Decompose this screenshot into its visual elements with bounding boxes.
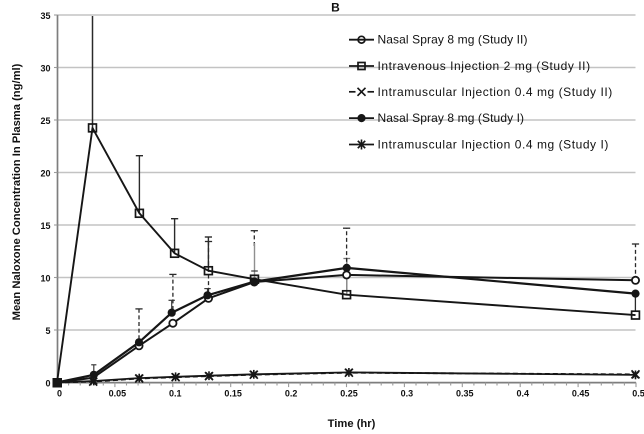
svg-text:0.15: 0.15	[224, 389, 242, 399]
svg-text:0: 0	[45, 379, 50, 389]
svg-text:0.3: 0.3	[401, 389, 414, 399]
svg-text:25: 25	[40, 116, 50, 126]
svg-text:0: 0	[57, 389, 62, 399]
svg-text:0.5: 0.5	[632, 389, 644, 399]
svg-text:30: 30	[40, 64, 50, 74]
svg-text:Mean Naloxone Concentration In: Mean Naloxone Concentration In Plasma (n…	[11, 63, 23, 320]
svg-text:0.4: 0.4	[516, 389, 529, 399]
svg-text:15: 15	[40, 221, 50, 231]
svg-text:B: B	[331, 1, 340, 15]
svg-text:20: 20	[40, 169, 50, 179]
svg-text:0.1: 0.1	[169, 389, 182, 399]
svg-text:Nasal Spray 8 mg (Study I): Nasal Spray 8 mg (Study I)	[378, 111, 525, 125]
svg-text:35: 35	[40, 11, 50, 21]
svg-text:0.45: 0.45	[572, 389, 590, 399]
svg-text:5: 5	[45, 326, 50, 336]
svg-text:0.25: 0.25	[340, 389, 358, 399]
svg-text:Time (hr): Time (hr)	[328, 418, 376, 430]
svg-text:Intramuscular Injection 0.4 mg: Intramuscular Injection 0.4 mg (Study II…	[378, 85, 613, 99]
svg-text:Intramuscular Injection 0.4 mg: Intramuscular Injection 0.4 mg (Study I)	[378, 138, 609, 152]
svg-text:0.05: 0.05	[109, 389, 127, 399]
svg-text:Intravenous Injection 2 mg (St: Intravenous Injection 2 mg (Study II)	[378, 59, 591, 73]
svg-text:10: 10	[40, 274, 50, 284]
svg-text:Nasal Spray 8 mg (Study II): Nasal Spray 8 mg (Study II)	[378, 33, 528, 47]
svg-text:0.35: 0.35	[456, 389, 474, 399]
svg-text:0.2: 0.2	[285, 389, 298, 399]
